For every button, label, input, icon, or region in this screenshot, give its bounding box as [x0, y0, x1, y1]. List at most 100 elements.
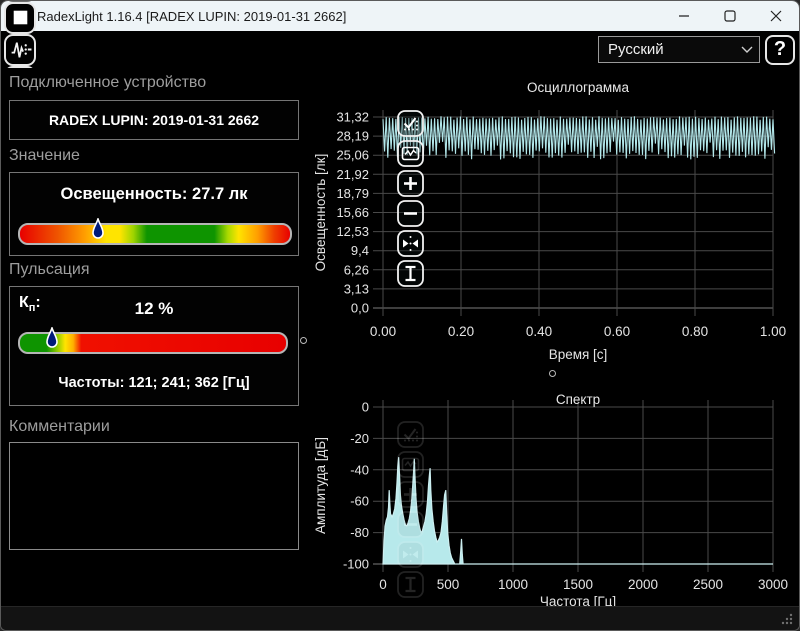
y-tick-label: 0 [362, 400, 369, 415]
x-axis-label: Время [с] [549, 347, 608, 362]
fit-view-icon [401, 146, 420, 161]
chart-title: Осциллограмма [527, 80, 629, 95]
fit-vertical-button[interactable] [397, 571, 424, 598]
y-tick-label: 21,92 [336, 167, 369, 182]
chart-title: Спектр [556, 392, 600, 407]
x-tick-label: 1500 [563, 577, 593, 592]
comments-textarea[interactable] [9, 442, 299, 550]
spectrum-area [382, 457, 773, 565]
y-tick-label: 0,0 [351, 301, 369, 316]
y-tick-label: 31,32 [336, 110, 369, 125]
fit-horizontal-button[interactable] [397, 230, 424, 257]
x-tick-label: 0 [379, 577, 387, 592]
pulse-measure-icon [11, 42, 31, 58]
main-toolbar: 12.34 Русский ? [1, 1, 799, 226]
pulsation-section-header: Пульсация [9, 261, 90, 278]
close-icon[interactable] [753, 1, 799, 31]
auto-scale-icon [403, 428, 418, 442]
auto-scale-button[interactable] [397, 110, 424, 137]
fit-horizontal-button[interactable] [397, 541, 424, 568]
x-tick-label: 0.20 [448, 324, 474, 339]
y-axis-label: Амплитуда [дБ] [313, 437, 328, 534]
value-section-header: Значение [9, 147, 80, 164]
kp-label: Кп: [19, 294, 41, 315]
device-name: RADEX LUPIN: 2019-01-31 2662 [48, 112, 260, 128]
kp-value: 12 % [134, 299, 174, 318]
y-tick-label: -60 [350, 494, 369, 509]
y-tick-label: 28,19 [336, 129, 369, 144]
x-tick-label: 3000 [758, 577, 788, 592]
y-tick-label: 9,4 [351, 243, 369, 258]
fit-vertical-icon [405, 576, 416, 593]
x-tick-label: 0.60 [604, 324, 630, 339]
illuminance-marker [92, 218, 105, 239]
help-button[interactable]: ? [765, 34, 795, 65]
y-tick-label: 25,06 [336, 148, 369, 163]
value-box: Освещенность: 27.7 лк [9, 172, 299, 256]
fit-horizontal-icon [403, 547, 418, 562]
y-tick-label: 12,53 [336, 224, 369, 239]
y-tick-label: 3,13 [344, 281, 369, 296]
x-axis-label: Частота [Гц] [540, 594, 616, 608]
device-box: RADEX LUPIN: 2019-01-31 2662 [9, 100, 299, 140]
minimize-icon[interactable] [661, 1, 707, 31]
fit-view-button[interactable] [397, 140, 424, 167]
main-area: Подключенное устройство RADEX LUPIN: 201… [1, 68, 799, 609]
oscillogram-waveform [382, 116, 776, 160]
language-value: Русский [608, 41, 664, 58]
x-tick-label: 0.00 [370, 324, 396, 339]
x-tick-label: 2500 [693, 577, 723, 592]
y-tick-label: 6,26 [344, 262, 369, 277]
y-tick-label: -100 [343, 557, 369, 572]
fit-vertical-icon [405, 265, 416, 282]
zoom-in-button[interactable] [397, 170, 424, 197]
status-bar [1, 606, 799, 630]
y-axis-label: Освещенность [лк] [313, 154, 328, 272]
fit-vertical-button[interactable] [397, 260, 424, 287]
fit-view-button[interactable] [397, 451, 424, 478]
frequencies-label: Частоты: 121; 241; 362 [Гц] [58, 375, 250, 391]
resize-grip[interactable] [779, 611, 793, 625]
maximize-icon[interactable] [707, 1, 753, 31]
device-section-header: Подключенное устройство [9, 74, 207, 91]
y-tick-label: 15,66 [336, 205, 369, 220]
x-tick-label: 1.00 [760, 324, 786, 339]
stop-measure-button[interactable] [4, 1, 36, 34]
stop-measure-icon [13, 10, 27, 25]
y-tick-label: -20 [350, 431, 369, 446]
zoom-in-button[interactable] [397, 481, 424, 508]
chevron-down-icon [741, 46, 753, 53]
x-tick-label: 0.80 [682, 324, 708, 339]
x-tick-label: 1000 [498, 577, 528, 592]
language-select[interactable]: Русский [598, 36, 760, 63]
y-tick-label: -40 [350, 462, 369, 477]
pulsation-box: Кп: 12 % Частоты: 121; 241; 362 [Гц] [9, 286, 299, 406]
pulse-measure-button[interactable] [4, 33, 36, 66]
pulsation-marker [46, 327, 58, 348]
pulsation-scale-bar [18, 327, 288, 354]
help-icon: ? [773, 38, 787, 60]
y-tick-label: -80 [350, 525, 369, 540]
x-tick-label: 2000 [628, 577, 658, 592]
x-tick-label: 0.40 [526, 324, 552, 339]
zoom-in-icon [404, 488, 417, 501]
window-title: RadexLight 1.16.4 [RADEX LUPIN: 2019-01-… [37, 8, 347, 24]
spectrum-chart[interactable]: 0 -20 -40 -60 -80 -100 0 500 1000 1500 2000 2500 300… [311, 386, 799, 609]
titlebar: RadexLight 1.16.4 [RADEX LUPIN: 2019-01-… [1, 1, 799, 31]
zoom-out-button[interactable] [397, 200, 424, 227]
auto-scale-icon [403, 117, 418, 131]
oscillogram-chart[interactable]: 31,32 28,19 25,06 21,92 18,79 15,66 12,53 9,4 6,… [311, 74, 799, 386]
zoom-out-button[interactable] [397, 511, 424, 538]
comments-section-header: Комментарии [9, 418, 110, 435]
illuminance-scale-bar [18, 218, 292, 245]
horizontal-splitter-handle[interactable] [549, 370, 556, 377]
auto-scale-button[interactable] [397, 421, 424, 448]
x-tick-label: 500 [437, 577, 460, 592]
fit-horizontal-icon [403, 236, 418, 251]
illuminance-reading: Освещенность: 27.7 лк [60, 185, 248, 203]
zoom-in-icon [404, 177, 417, 190]
vertical-splitter-handle[interactable] [300, 337, 307, 344]
y-tick-label: 18,79 [336, 186, 369, 201]
fit-view-icon [401, 457, 420, 472]
